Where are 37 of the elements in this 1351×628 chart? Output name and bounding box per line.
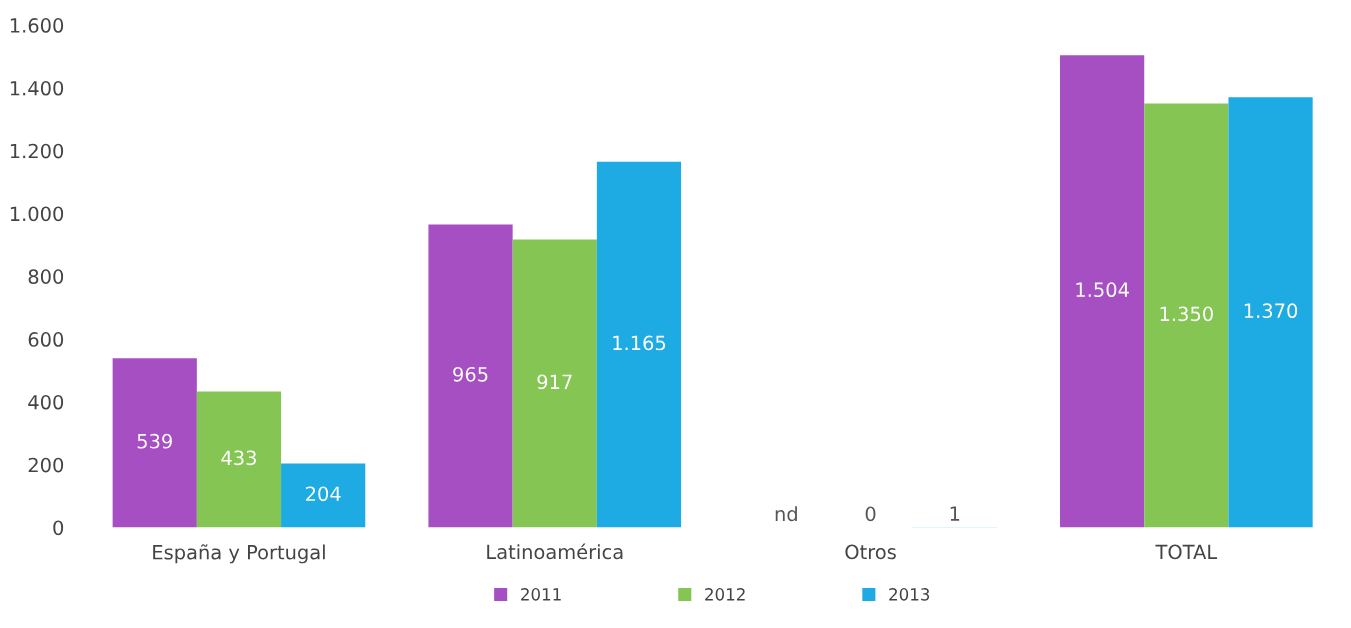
x-tick-label: España y Portugal: [153, 544, 325, 564]
data-label: 1.350: [1160, 306, 1213, 322]
y-tick-label: 400: [28, 394, 64, 410]
bar: [281, 463, 366, 528]
data-label: 433: [221, 450, 256, 466]
bar: [1228, 97, 1313, 528]
data-label: 1.370: [1244, 303, 1298, 319]
bar: [512, 239, 597, 528]
text: nd: [775, 506, 797, 522]
bar: [196, 391, 282, 528]
legend-label: 2011: [521, 588, 561, 601]
x-tick-label: Latinoamérica: [487, 543, 623, 560]
legend-label: 2013: [889, 588, 930, 601]
x-tick-label: TOTAL: [1155, 544, 1218, 560]
data-label: 204: [306, 486, 341, 502]
data-label: 965: [453, 366, 488, 382]
y-tick-label: 1.200: [10, 143, 64, 159]
y-tick-label: 800: [28, 269, 64, 284]
data-label: 917: [537, 374, 572, 390]
bar: [428, 224, 513, 528]
bar: [112, 358, 197, 528]
y-tick-label: 600: [28, 332, 64, 347]
y-tick-label: 1.600: [10, 18, 64, 33]
bar: [596, 161, 682, 528]
x-tick-label: Otros: [845, 544, 896, 560]
y-tick-label: 1.000: [10, 206, 64, 222]
data-label: 1: [950, 506, 960, 521]
y-tick-label: 1.400: [10, 80, 64, 96]
bar: [1060, 55, 1145, 528]
bar: [1144, 103, 1229, 528]
data-label: 0: [865, 506, 876, 522]
y-tick-label: 200: [28, 457, 64, 473]
y-tick-label: 0: [53, 520, 64, 536]
data-label: 539: [137, 433, 172, 449]
data-label: 1.165: [613, 335, 666, 351]
legend-label: 2012: [705, 588, 745, 601]
data-label: 1.504: [1076, 282, 1129, 298]
